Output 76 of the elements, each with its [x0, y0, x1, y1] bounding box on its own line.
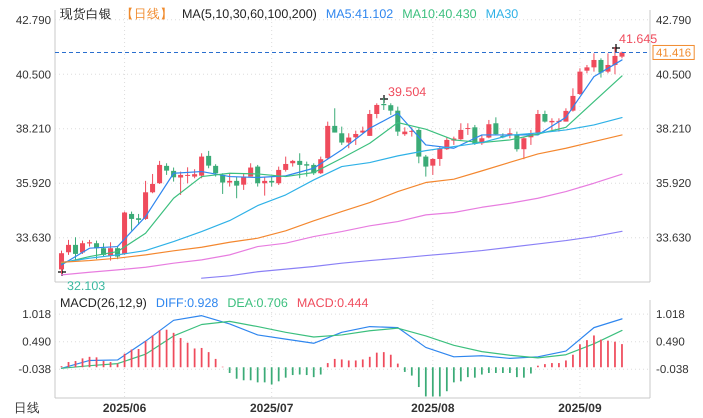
candlestick — [178, 171, 184, 196]
candlestick — [549, 118, 554, 130]
text: MA30 — [486, 7, 518, 21]
candlestick — [304, 161, 310, 178]
y-tick-label: 0.490 — [22, 336, 51, 349]
candlestick — [458, 122, 464, 140]
candlestick — [297, 152, 302, 179]
candlestick — [598, 58, 604, 78]
candlestick — [129, 211, 134, 232]
annotation: 41.645 — [619, 32, 658, 46]
chart-title: 现货白银 — [60, 7, 112, 21]
x-tick-label: 2025/06 — [102, 401, 147, 415]
candlestick — [157, 160, 162, 184]
candlestick — [353, 130, 358, 146]
text: 日线 — [14, 401, 40, 415]
candlestick — [535, 109, 540, 134]
annotation: 32.103 — [67, 279, 106, 293]
candlestick — [465, 122, 470, 136]
candlestick — [199, 152, 204, 179]
series-label: DEA:0.706 — [227, 296, 288, 310]
candlestick — [206, 150, 212, 169]
y-tick-label: 40.500 — [16, 69, 51, 82]
candlestick — [72, 236, 78, 260]
candlestick — [374, 102, 380, 119]
candlestick — [577, 68, 582, 96]
annotation: MACD(26,12,9) — [60, 296, 147, 310]
y-tick-label: 1.018 — [22, 309, 51, 322]
candlestick — [80, 240, 86, 254]
candlestick — [66, 239, 72, 256]
x-tick-label: 2025/09 — [558, 401, 602, 415]
candlestick — [150, 173, 156, 194]
candlestick — [234, 176, 240, 199]
text: MA5:41.102 — [326, 7, 394, 21]
candlestick — [185, 166, 190, 184]
candlestick — [591, 52, 596, 72]
candlestick — [283, 156, 288, 172]
annotation: MA(5,10,30,60,100,200) — [182, 7, 317, 21]
y2-tick-label: 38.210 — [656, 124, 692, 136]
candlestick — [493, 116, 498, 136]
y2-tick-label: 42.790 — [656, 14, 692, 27]
y-tick-label: 35.920 — [16, 178, 51, 190]
candlestick — [339, 126, 344, 146]
candlestick — [332, 108, 338, 134]
y-tick-label: -0.038 — [18, 364, 51, 376]
y2-tick-label: 33.630 — [656, 232, 692, 245]
candlestick — [213, 164, 218, 178]
y2-tick-label: -0.038 — [656, 364, 689, 376]
candlestick — [423, 154, 428, 178]
candlestick — [346, 132, 352, 149]
text: MACD:0.444 — [296, 296, 368, 310]
series-label: DIFF:0.928 — [156, 296, 218, 310]
x-tick-label: 2025/07 — [250, 401, 294, 415]
line-series — [60, 174, 623, 276]
candlestick — [136, 213, 142, 226]
ref-line-label: 41.416 — [656, 47, 692, 60]
line-series — [201, 230, 623, 279]
y2-tick-label: 40.500 — [656, 69, 692, 82]
candlestick — [430, 158, 436, 176]
x-tick-label: 2025/08 — [411, 401, 455, 415]
annotation: 39.504 — [388, 85, 426, 99]
y-tick-label: 33.630 — [16, 232, 51, 245]
candlestick — [164, 162, 170, 176]
candlestick — [437, 146, 442, 166]
candlestick — [192, 168, 198, 179]
y2-tick-label: 0.490 — [656, 336, 685, 349]
y-tick-label: 38.210 — [16, 124, 51, 136]
y2-tick-label: 35.920 — [656, 178, 692, 190]
candlestick — [486, 119, 492, 139]
candlestick — [521, 136, 526, 160]
candlestick — [542, 110, 548, 124]
chart-subtitle: 【日线】 — [121, 7, 173, 21]
y-tick-label: 42.790 — [16, 14, 51, 27]
y2-tick-label: 1.018 — [656, 309, 685, 322]
candlestick — [367, 109, 372, 136]
candlestick — [388, 102, 394, 116]
text: MA10:40.430 — [402, 7, 477, 21]
